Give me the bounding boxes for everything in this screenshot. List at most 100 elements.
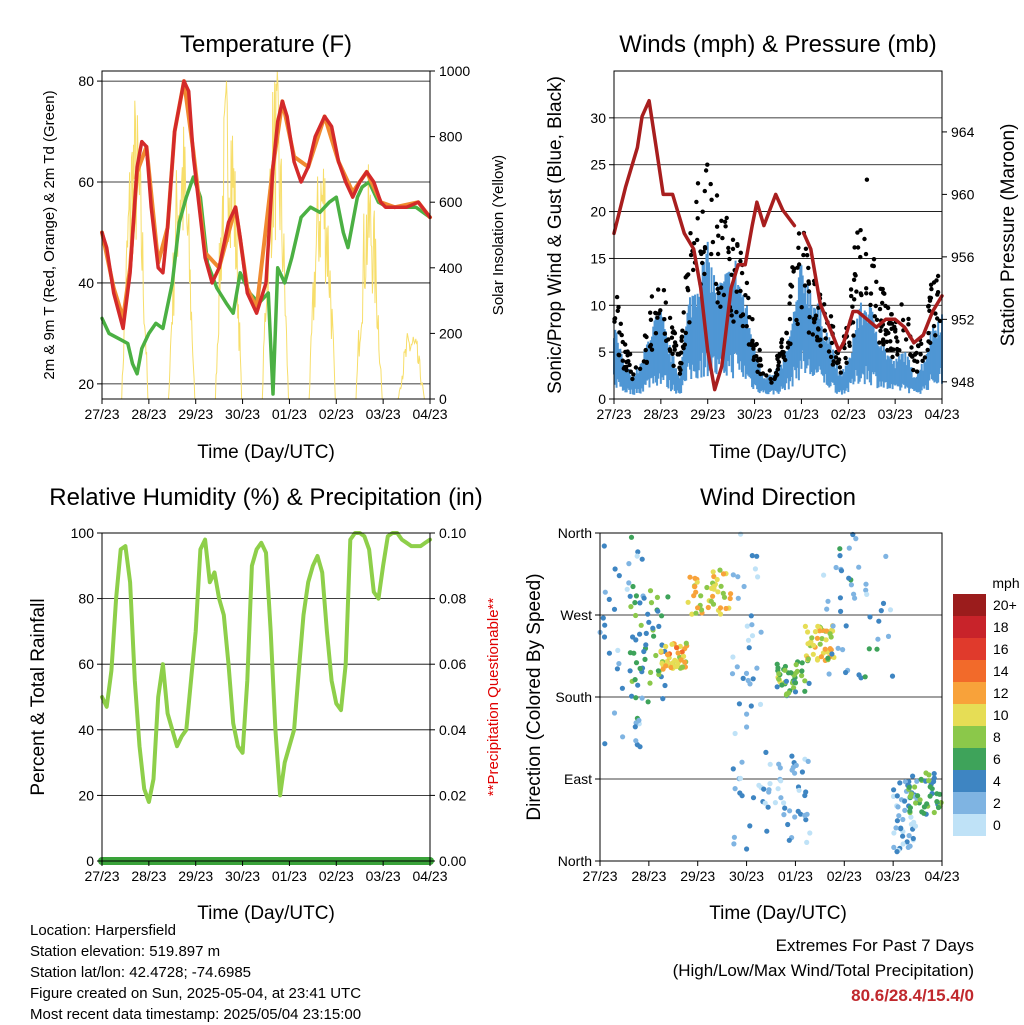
temperature-ytick-label: 20 — [78, 376, 94, 392]
gust-point — [678, 360, 683, 366]
direction-point — [717, 605, 724, 611]
direction-point — [637, 744, 643, 750]
direction-point — [653, 652, 659, 659]
direction-point — [734, 664, 740, 670]
gust-point — [806, 265, 811, 271]
gust-point — [726, 249, 731, 255]
direction-point — [812, 629, 819, 635]
direction-point — [663, 663, 669, 669]
gust-point — [738, 258, 743, 264]
solar-insolation-line — [355, 164, 383, 400]
speed-legend-label: 16 — [993, 641, 1009, 657]
speed-legend-label: 0 — [993, 817, 1001, 833]
gust-point — [893, 327, 898, 332]
direction-point — [910, 835, 916, 842]
direction-point — [829, 651, 835, 657]
gust-point — [667, 347, 672, 352]
direction-point — [914, 778, 920, 784]
gust-point — [851, 333, 856, 338]
pressure-y2tick-label: 964 — [951, 124, 975, 140]
direction-point — [786, 837, 792, 843]
gust-point — [826, 349, 832, 354]
gust-point — [716, 233, 721, 238]
direction-point — [647, 588, 654, 594]
gust-point — [895, 352, 900, 357]
direction-point — [803, 817, 809, 823]
winds-ticks: 27/23 28/23 29/23 30/23 01/23 02/23 03/23 04/23… — [590, 110, 974, 422]
gust-point — [628, 369, 633, 374]
direction-point — [775, 786, 781, 792]
gust-point — [680, 328, 685, 333]
direction-point — [739, 793, 745, 799]
direction-point — [917, 797, 923, 803]
humidity-xtick-label: 02/23 — [319, 868, 354, 884]
humidity-xtick-label: 30/23 — [225, 868, 260, 884]
direction-point — [669, 660, 676, 666]
temperature-series — [100, 79, 432, 396]
winds-series — [612, 98, 944, 395]
direction-point — [637, 665, 643, 672]
gust-point — [664, 338, 669, 343]
gust-point — [703, 168, 709, 173]
winds-ytick-label: 10 — [590, 297, 606, 313]
temperature-frame — [101, 70, 431, 400]
gust-point — [676, 352, 682, 357]
direction-point — [668, 664, 674, 671]
gust-point — [653, 331, 659, 336]
gust-point — [715, 251, 721, 257]
winds-ytick-label: 20 — [590, 204, 606, 220]
direction-point — [606, 650, 613, 656]
direction-point — [633, 695, 639, 701]
direction-point — [811, 642, 817, 649]
gust-point — [914, 350, 919, 356]
direction-point — [876, 618, 882, 624]
direction-point — [636, 717, 642, 724]
direction-point — [937, 791, 943, 797]
direction-point — [626, 561, 632, 567]
humidity-xtick-label: 03/23 — [366, 868, 401, 884]
humidity-xtick-label: 04/23 — [412, 868, 447, 884]
gust-point — [912, 358, 917, 363]
direction-point — [648, 600, 655, 606]
direction-point — [739, 759, 745, 765]
direction-point — [632, 600, 638, 606]
gust-point — [852, 297, 857, 302]
precip-y2tick-label: 0.04 — [439, 722, 466, 738]
gust-point — [701, 249, 706, 255]
direction-point — [630, 583, 636, 590]
humidity-ytick-label: 0 — [86, 853, 94, 869]
winds-xlabel: Time (Day/UTC) — [709, 442, 847, 463]
gust-point — [691, 267, 696, 273]
direction-point — [642, 656, 648, 663]
gust-point — [889, 321, 895, 326]
direction-point — [651, 633, 657, 639]
gust-point — [755, 358, 761, 363]
gust-point — [671, 363, 676, 368]
gust-point — [785, 345, 790, 350]
direction-panel: Wind Direction 27/23 28/23 29/23 30/23 01/23… — [524, 484, 1020, 924]
direction-point — [926, 772, 932, 778]
gust-point — [885, 347, 890, 353]
precip-ylabel: **Precipitation Questionable** — [485, 598, 502, 797]
direction-point — [632, 677, 638, 683]
solar-y2tick-label: 200 — [439, 325, 463, 341]
temperature-xtick-label: 27/23 — [84, 406, 119, 422]
direction-point — [783, 678, 790, 684]
gust-point — [738, 288, 743, 294]
direction-point — [803, 789, 809, 795]
gust-point — [844, 360, 849, 365]
direction-point — [631, 650, 637, 656]
direction-point — [639, 556, 645, 562]
direction-point — [900, 816, 906, 823]
direction-point — [806, 680, 812, 687]
speed-legend-label: 10 — [993, 707, 1009, 723]
gust-point — [903, 337, 909, 342]
direction-point — [628, 534, 635, 540]
direction-point — [935, 804, 942, 811]
direction-point — [782, 805, 788, 811]
gust-point — [843, 355, 848, 361]
direction-point — [893, 825, 899, 831]
humidity-series — [98, 531, 434, 865]
direction-point — [853, 536, 859, 542]
speed-legend-swatch — [953, 792, 986, 814]
